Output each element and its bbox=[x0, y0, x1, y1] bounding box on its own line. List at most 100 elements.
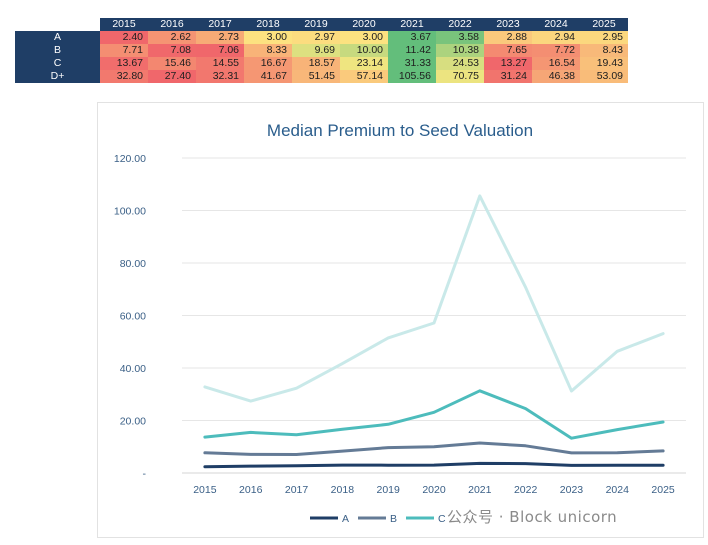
table-cell: 24.53 bbox=[436, 57, 484, 70]
y-tick-label: 100.00 bbox=[114, 206, 146, 218]
heatmap-table: 2015 2016 2017 2018 2019 2020 2021 2022 2023 2024… bbox=[15, 18, 628, 83]
y-tick-label: 60.00 bbox=[120, 311, 146, 323]
table-cell: 41.67 bbox=[244, 70, 292, 83]
y-tick-label: 20.00 bbox=[120, 416, 146, 428]
table-cell: 7.65 bbox=[484, 44, 532, 57]
x-tick-label: 2020 bbox=[422, 484, 446, 496]
year-header: 2019 bbox=[292, 18, 340, 31]
legend-label: B bbox=[390, 513, 397, 525]
x-tick-label: 2019 bbox=[377, 484, 401, 496]
year-header: 2015 bbox=[100, 18, 148, 31]
x-tick-label: 2024 bbox=[606, 484, 630, 496]
table-cell: 32.31 bbox=[196, 70, 244, 83]
table-cell: 105.56 bbox=[388, 70, 436, 83]
series-line-A bbox=[203, 461, 665, 469]
series-line-unnamed bbox=[203, 194, 665, 403]
series-line-B bbox=[203, 441, 665, 456]
legend-label: C bbox=[438, 513, 446, 525]
table-cell: 10.00 bbox=[340, 44, 388, 57]
x-tick-label: 2025 bbox=[651, 484, 675, 496]
table-cell: 2.95 bbox=[580, 31, 628, 44]
x-tick-label: 2018 bbox=[331, 484, 355, 496]
table-cell: 8.43 bbox=[580, 44, 628, 57]
year-header: 2025 bbox=[580, 18, 628, 31]
watermark: 公众号 · Block unicorn bbox=[447, 508, 618, 526]
table-cell: 3.00 bbox=[340, 31, 388, 44]
year-header: 2021 bbox=[388, 18, 436, 31]
x-tick-label: 2021 bbox=[468, 484, 492, 496]
table-cell: 70.75 bbox=[436, 70, 484, 83]
y-tick-label: - bbox=[143, 468, 147, 480]
table-cell: 15.46 bbox=[148, 57, 196, 70]
year-header: 2022 bbox=[436, 18, 484, 31]
year-header: 2018 bbox=[244, 18, 292, 31]
table-cell: 23.14 bbox=[340, 57, 388, 70]
table-cell: 2.40 bbox=[100, 31, 148, 44]
table-cell: 16.67 bbox=[244, 57, 292, 70]
table-cell: 13.27 bbox=[484, 57, 532, 70]
table-cell: 19.43 bbox=[580, 57, 628, 70]
row-label: B bbox=[15, 44, 100, 57]
table-cell: 57.14 bbox=[340, 70, 388, 83]
table-cell: 31.24 bbox=[484, 70, 532, 83]
row-label: A bbox=[15, 31, 100, 44]
table-cell: 7.72 bbox=[532, 44, 580, 57]
y-tick-label: 80.00 bbox=[120, 258, 146, 270]
table-cell: 53.09 bbox=[580, 70, 628, 83]
header-corner bbox=[15, 18, 100, 31]
year-header-row: 2015 2016 2017 2018 2019 2020 2021 2022 2023 2024… bbox=[15, 18, 628, 31]
table-cell: 2.88 bbox=[484, 31, 532, 44]
series-lines bbox=[203, 194, 665, 469]
table-cell: 10.38 bbox=[436, 44, 484, 57]
x-tick-label: 2015 bbox=[193, 484, 217, 496]
table-row: D+ 32.80 27.40 32.31 41.67 51.45 57.14 105.56 70… bbox=[15, 70, 628, 83]
year-header: 2017 bbox=[196, 18, 244, 31]
table-cell: 3.67 bbox=[388, 31, 436, 44]
table-cell: 11.42 bbox=[388, 44, 436, 57]
table-cell: 13.67 bbox=[100, 57, 148, 70]
x-tick-label: 2022 bbox=[514, 484, 538, 496]
x-axis-ticks: 2015 2016 2017 2018 2019 2020 2021 2022 2023 2024… bbox=[193, 484, 675, 496]
table-row: A 2.40 2.62 2.73 3.00 2.97 3.00 3.67 3.58 2.88 2.9… bbox=[15, 31, 628, 44]
row-label: C bbox=[15, 57, 100, 70]
grid-lines bbox=[182, 157, 686, 474]
table-cell: 3.00 bbox=[244, 31, 292, 44]
legend: A B C bbox=[310, 513, 446, 525]
table-cell: 51.45 bbox=[292, 70, 340, 83]
table-cell: 3.58 bbox=[436, 31, 484, 44]
table-row: C 13.67 15.46 14.55 16.67 18.57 23.14 31.33 24.5… bbox=[15, 57, 628, 70]
chart-title: Median Premium to Seed Valuation bbox=[267, 121, 533, 140]
y-tick-label: 40.00 bbox=[120, 363, 146, 375]
chart-svg: Median Premium to Seed Valuation - 20.00 4… bbox=[114, 121, 686, 525]
x-tick-label: 2023 bbox=[560, 484, 584, 496]
table-cell: 31.33 bbox=[388, 57, 436, 70]
x-tick-label: 2016 bbox=[239, 484, 263, 496]
table-cell: 2.73 bbox=[196, 31, 244, 44]
y-axis-ticks: - 20.00 40.00 60.00 80.00 100.00 120.00 bbox=[114, 153, 147, 480]
x-tick-label: 2017 bbox=[285, 484, 309, 496]
year-header: 2024 bbox=[532, 18, 580, 31]
table-cell: 27.40 bbox=[148, 70, 196, 83]
legend-label: A bbox=[342, 513, 349, 525]
table-cell: 18.57 bbox=[292, 57, 340, 70]
table-cell: 2.62 bbox=[148, 31, 196, 44]
year-header: 2023 bbox=[484, 18, 532, 31]
row-label: D+ bbox=[15, 70, 100, 83]
table-cell: 8.33 bbox=[244, 44, 292, 57]
table-cell: 7.71 bbox=[100, 44, 148, 57]
table-cell: 9.69 bbox=[292, 44, 340, 57]
series-line-C bbox=[203, 389, 665, 440]
year-header: 2020 bbox=[340, 18, 388, 31]
table-cell: 7.08 bbox=[148, 44, 196, 57]
table-cell: 32.80 bbox=[100, 70, 148, 83]
y-tick-label: 120.00 bbox=[114, 153, 146, 165]
table-cell: 46.38 bbox=[532, 70, 580, 83]
table-cell: 7.06 bbox=[196, 44, 244, 57]
table-row: B 7.71 7.08 7.06 8.33 9.69 10.00 11.42 10.38 7.65… bbox=[15, 44, 628, 57]
line-chart: Median Premium to Seed Valuation - 20.00 4… bbox=[97, 102, 704, 538]
table-cell: 16.54 bbox=[532, 57, 580, 70]
table-cell: 14.55 bbox=[196, 57, 244, 70]
table-cell: 2.97 bbox=[292, 31, 340, 44]
year-header: 2016 bbox=[148, 18, 196, 31]
table-cell: 2.94 bbox=[532, 31, 580, 44]
